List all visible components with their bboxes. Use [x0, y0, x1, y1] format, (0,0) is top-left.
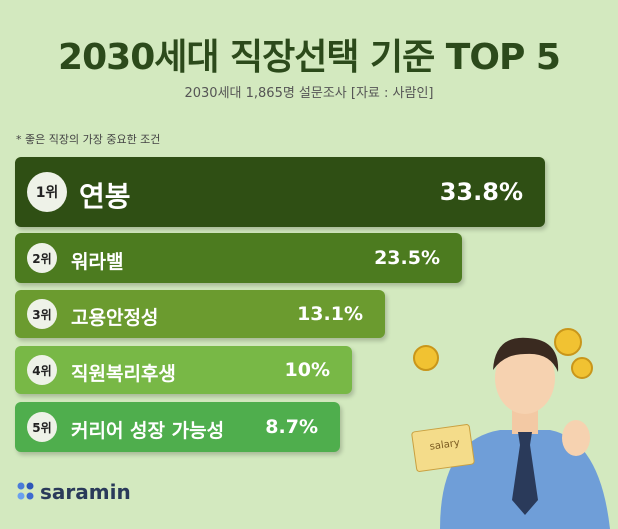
rank-bar: 5위 커리어 성장 가능성 8.7%: [15, 402, 340, 452]
item-value: 10%: [284, 358, 330, 381]
item-value: 23.5%: [374, 246, 440, 269]
logo-icon: [17, 482, 34, 500]
item-label: 고용안정성: [71, 306, 159, 329]
rank-badge: 3위: [27, 299, 57, 329]
rank-bar: 4위 직원복리후생 10%: [15, 346, 352, 394]
item-label: 커리어 성장 가능성: [71, 419, 225, 442]
rank-badge: 4위: [27, 355, 57, 385]
item-value: 33.8%: [439, 177, 523, 206]
logo: saramin: [40, 480, 131, 504]
title: 2030세대 직장선택 기준 TOP 5: [58, 37, 561, 78]
item-value: 8.7%: [265, 415, 318, 438]
item-label: 워라밸: [71, 250, 124, 273]
note: * 좋은 직장의 가장 중요한 조건: [16, 133, 161, 146]
rank-badge: 2위: [27, 243, 57, 273]
rank-badge: 1위: [27, 172, 67, 212]
rank-badge: 5위: [27, 412, 57, 442]
rank-bar: 3위 고용안정성 13.1%: [15, 290, 385, 338]
paper-label: salary: [429, 438, 461, 453]
rank-bar: 1위 연봉 33.8%: [15, 157, 545, 227]
subtitle: 2030세대 1,865명 설문조사 [자료 : 사람인]: [184, 86, 434, 101]
illustration: salary: [411, 328, 610, 529]
item-value: 13.1%: [297, 302, 363, 325]
item-label: 연봉: [79, 180, 131, 214]
item-label: 직원복리후생: [71, 362, 176, 385]
rank-bar: 2위 워라밸 23.5%: [15, 233, 462, 283]
